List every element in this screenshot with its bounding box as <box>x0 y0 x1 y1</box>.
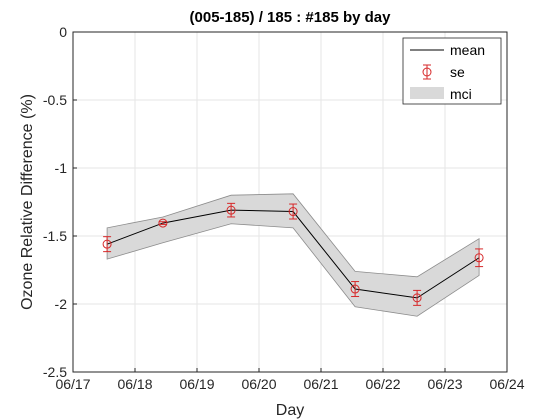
se-point <box>102 236 112 253</box>
y-tick-label: 0 <box>59 24 67 40</box>
legend-se-label: se <box>450 64 465 80</box>
se-point <box>226 202 236 218</box>
se-marker <box>288 207 298 217</box>
se-marker <box>158 218 168 228</box>
x-axis-label: Day <box>276 402 304 419</box>
x-tick-label: 06/21 <box>303 376 338 392</box>
legend: mean se mci <box>402 37 502 105</box>
y-tick-label: -1.5 <box>43 228 67 244</box>
se-marker <box>102 239 112 249</box>
mci-band-layer <box>106 193 480 317</box>
y-axis-label: Ozone Relative Difference (%) <box>19 94 36 310</box>
se-marker <box>350 284 360 294</box>
legend-mci-label: mci <box>450 86 472 102</box>
se-point <box>158 218 168 228</box>
se-point <box>474 248 484 268</box>
mci-band <box>106 193 480 317</box>
y-tick-label: -2.5 <box>43 364 67 380</box>
x-tick-label: 06/19 <box>179 376 214 392</box>
se-point <box>412 289 422 306</box>
se-marker <box>474 253 484 263</box>
y-tick-label: -0.5 <box>43 92 67 108</box>
chart-title: (005-185) / 185 : #185 by day <box>190 9 392 26</box>
legend-mci-swatch <box>410 87 444 99</box>
se-errorbar-layer <box>102 202 484 306</box>
x-tick-label: 06/24 <box>489 376 524 392</box>
x-axis-ticks: 06/17 06/18 06/19 06/20 06/21 06/22 06/23 06/24 <box>55 368 525 392</box>
y-tick-label: -2 <box>55 296 68 312</box>
legend-mean-label: mean <box>450 42 485 58</box>
y-axis-ticks: 0 -0.5 -1 -1.5 -2 -2.5 <box>43 24 77 380</box>
x-tick-label: 06/23 <box>427 376 462 392</box>
x-tick-label: 06/18 <box>117 376 152 392</box>
se-marker <box>226 205 236 215</box>
se-marker <box>412 293 422 303</box>
se-point <box>350 281 360 298</box>
x-tick-label: 06/22 <box>365 376 400 392</box>
plot-frame <box>72 31 508 373</box>
y-tick-label: -1 <box>55 160 68 176</box>
x-tick-label: 06/17 <box>55 376 90 392</box>
se-point <box>288 203 298 220</box>
legend-se-swatch <box>422 64 432 80</box>
x-tick-label: 06/20 <box>241 376 276 392</box>
